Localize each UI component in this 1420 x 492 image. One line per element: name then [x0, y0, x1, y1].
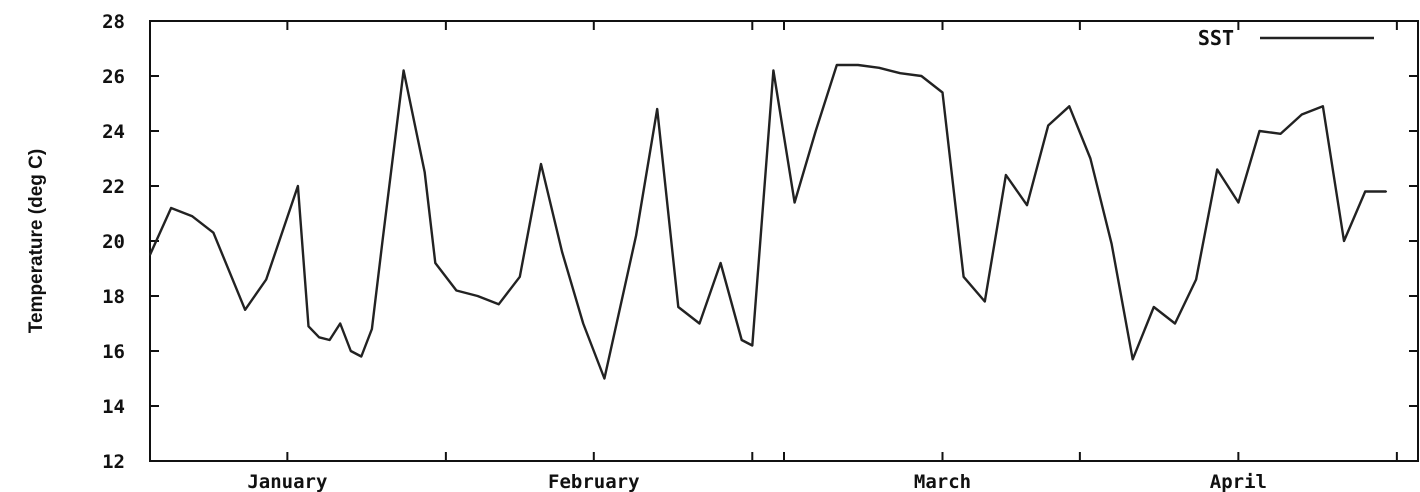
data-point — [423, 171, 426, 174]
data-point — [170, 207, 172, 209]
legend-label: SST — [1198, 26, 1234, 50]
data-point — [1237, 201, 1240, 204]
data-point — [1195, 278, 1197, 281]
data-point — [561, 251, 563, 253]
y-tick-label: 28 — [102, 11, 125, 33]
data-point — [751, 344, 754, 347]
data-point — [899, 72, 902, 75]
legend: SST — [1198, 26, 1374, 50]
x-tick-label: April — [1210, 471, 1267, 492]
data-point — [1131, 358, 1134, 361]
data-point — [857, 64, 859, 66]
x-tick-label: March — [914, 471, 971, 492]
data-point — [476, 295, 479, 297]
x-axis: January February March April — [247, 21, 1398, 492]
y-tick-label: 24 — [102, 121, 125, 143]
data-point — [349, 350, 352, 352]
data-point — [1026, 204, 1028, 207]
data-point — [381, 240, 384, 242]
data-point — [297, 185, 299, 187]
x-tick-label: February — [548, 471, 640, 492]
data-point — [1089, 157, 1092, 160]
plot-frame — [149, 20, 1419, 462]
y-tick-label: 18 — [102, 286, 125, 308]
data-point — [1174, 322, 1176, 325]
data-point — [793, 201, 796, 204]
data-point — [836, 64, 838, 66]
x-tick-label: January — [247, 471, 327, 492]
data-point — [455, 289, 458, 292]
data-point — [1005, 174, 1007, 176]
y-tick-label: 22 — [102, 176, 125, 198]
y-axis: 12 14 16 18 20 22 24 26 28 — [102, 11, 1418, 473]
data-point — [519, 275, 521, 278]
data-point — [1364, 190, 1366, 193]
data-point — [1068, 105, 1071, 108]
data-point — [878, 66, 880, 69]
data-point — [941, 91, 944, 94]
data-point — [1322, 105, 1324, 108]
data-point — [814, 130, 817, 132]
data-point — [1343, 240, 1345, 242]
data-point — [328, 339, 331, 341]
data-point — [318, 336, 320, 339]
data-point — [983, 300, 986, 303]
data-point — [1258, 130, 1261, 132]
data-point — [360, 355, 363, 358]
data-point — [1279, 132, 1282, 135]
data-point — [191, 215, 194, 218]
data-point — [212, 231, 215, 234]
data-point — [339, 322, 342, 325]
series-layer — [148, 63, 1388, 380]
data-point — [371, 328, 373, 330]
data-point — [265, 278, 268, 281]
data-point — [1047, 124, 1049, 127]
data-point — [1153, 306, 1155, 308]
data-point — [740, 339, 743, 341]
data-point — [962, 275, 965, 278]
data-point — [1110, 242, 1113, 245]
data-point — [497, 303, 500, 306]
y-tick-label: 16 — [102, 341, 125, 363]
data-point — [635, 234, 637, 237]
data-point — [920, 75, 923, 77]
y-tick-label: 26 — [102, 66, 125, 88]
data-point — [698, 322, 701, 325]
data-point — [772, 69, 775, 72]
data-point — [402, 69, 405, 72]
data-point — [677, 306, 680, 308]
data-point — [244, 308, 246, 311]
data-point — [719, 262, 722, 264]
series-line-sst — [148, 63, 1387, 380]
y-tick-label: 20 — [102, 231, 125, 253]
data-point — [434, 262, 437, 264]
data-point — [540, 163, 542, 165]
data-point — [1300, 113, 1303, 116]
y-tick-label: 12 — [102, 451, 125, 473]
data-point — [1216, 168, 1219, 171]
data-point — [1385, 190, 1388, 193]
data-point — [307, 325, 310, 328]
data-point — [656, 108, 658, 110]
data-point — [603, 377, 606, 380]
data-point — [149, 253, 151, 256]
data-point — [582, 322, 585, 325]
y-tick-label: 14 — [102, 396, 125, 418]
y-axis-label: Temperature (deg C) — [26, 149, 47, 333]
